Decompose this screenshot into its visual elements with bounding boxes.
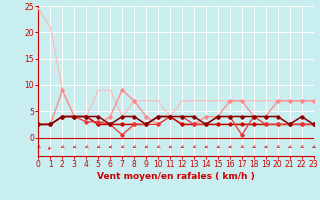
X-axis label: Vent moyen/en rafales ( km/h ): Vent moyen/en rafales ( km/h ) [97, 172, 255, 181]
